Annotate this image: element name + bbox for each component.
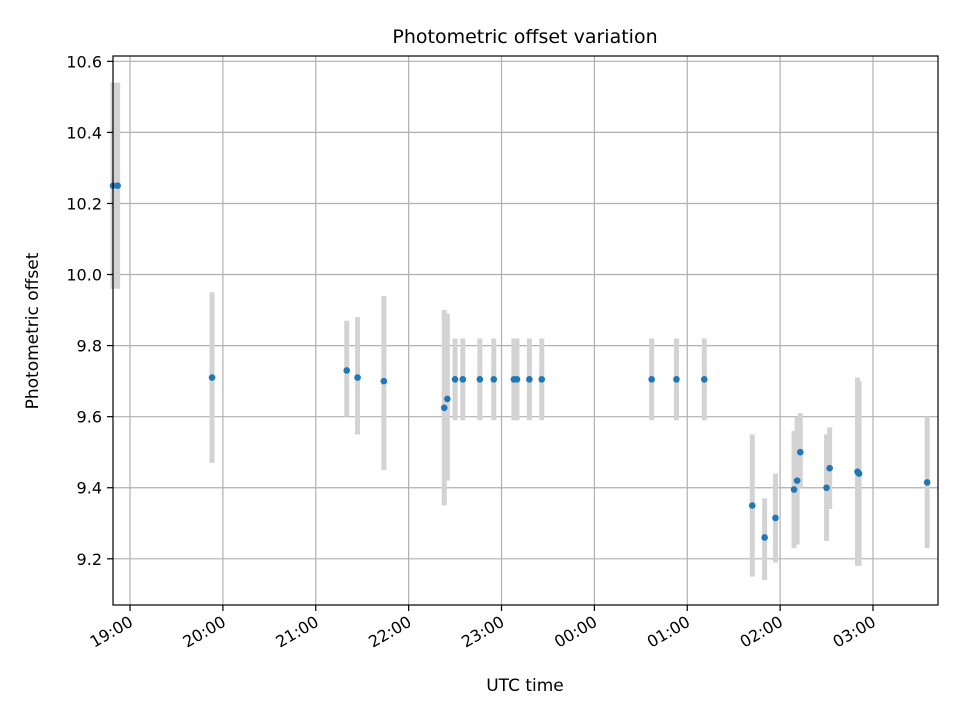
data-point [490, 376, 498, 383]
data-point [855, 470, 863, 477]
data-point [826, 464, 833, 472]
data-point [823, 484, 830, 492]
data-point [772, 514, 779, 522]
data-point [380, 377, 388, 385]
data-point [451, 376, 459, 383]
data-point [538, 376, 546, 383]
data-point [648, 376, 655, 383]
data-point [761, 534, 768, 541]
data-point [923, 479, 931, 486]
y-tick-label: 10.0 [66, 266, 102, 285]
y-tick-label: 9.2 [77, 550, 102, 569]
data-point [208, 374, 216, 381]
y-tick-label: 9.8 [77, 337, 102, 356]
y-tick-label: 10.6 [66, 52, 102, 71]
axes-frame [112, 55, 939, 606]
y-tick-label: 10.2 [66, 194, 102, 213]
y-tick-label: 9.6 [77, 408, 102, 427]
y-tick-label: 10.4 [66, 123, 102, 142]
data-point [700, 376, 708, 383]
data-point [354, 374, 361, 381]
data-point [444, 395, 451, 403]
y-axis-ticks: 9.2 9.4 9.6 9.8 10.0 10.2 10.4 10.6 [66, 52, 113, 569]
data-point [440, 404, 448, 412]
data-point [748, 502, 756, 509]
x-axis-title: UTC time [486, 676, 564, 696]
y-axis-title: Photometric offset [23, 252, 43, 409]
data-point [114, 182, 121, 189]
data-point [476, 376, 484, 383]
data-point [459, 376, 467, 383]
data-point [790, 486, 798, 493]
data-point [793, 477, 801, 484]
y-tick-label: 9.4 [77, 479, 102, 498]
chart-title: Photometric offset variation [392, 26, 657, 48]
data-point [513, 376, 521, 383]
data-point [673, 376, 680, 383]
data-point [796, 448, 804, 456]
data-point [526, 376, 533, 383]
data-points [109, 182, 931, 541]
data-point [343, 367, 351, 374]
